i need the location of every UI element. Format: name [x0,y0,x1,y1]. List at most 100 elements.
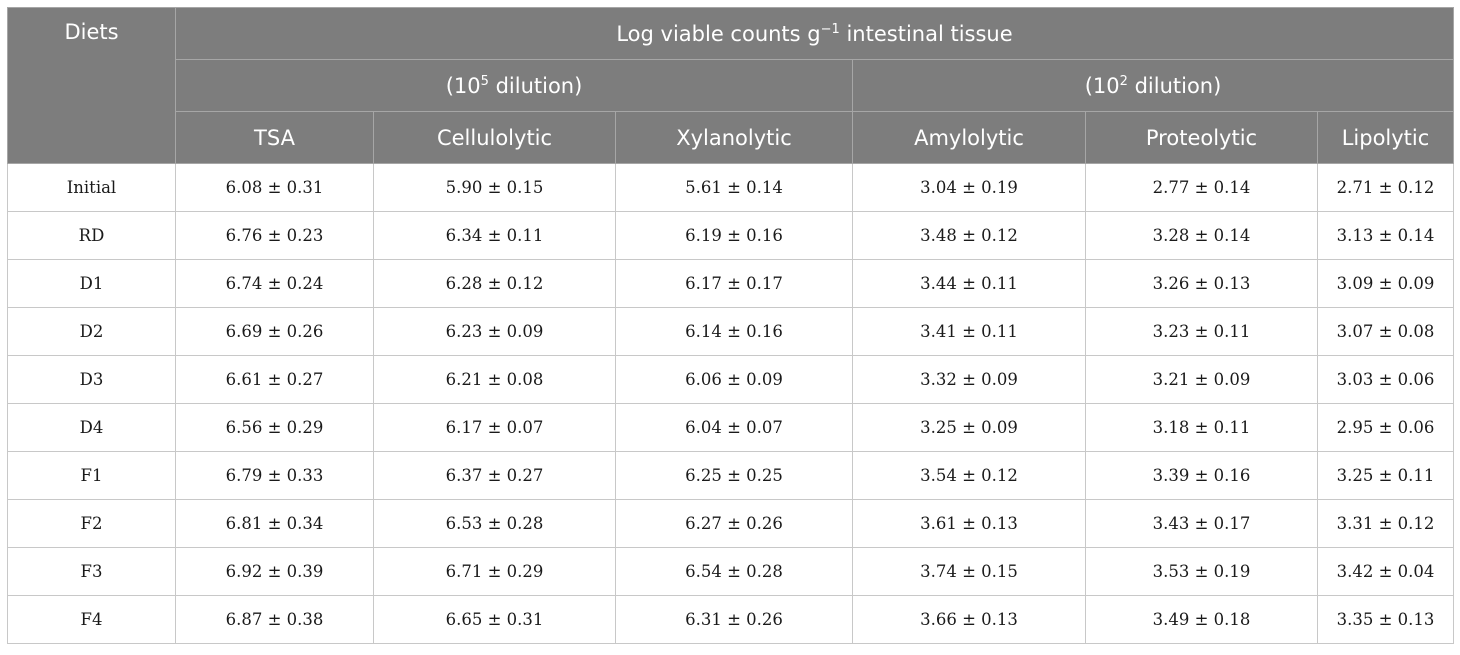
table-header: Diets Log viable counts g−1 intestinal t… [7,7,1454,164]
header-row-dilution: (105 dilution) (102 dilution) [8,59,1454,112]
value-cell: 6.37 ± 0.27 [373,451,616,500]
value-cell: 3.35 ± 0.13 [1317,595,1454,644]
column-header-proteolytic: Proteolytic [1085,111,1318,164]
value-cell: 3.42 ± 0.04 [1317,547,1454,596]
value-cell: 5.61 ± 0.14 [615,163,853,212]
value-cell: 3.49 ± 0.18 [1085,595,1318,644]
value-cell: 3.31 ± 0.12 [1317,499,1454,548]
value-cell: 6.17 ± 0.17 [615,259,853,308]
table-row: F4 6.87 ± 0.38 6.65 ± 0.31 6.31 ± 0.26 3.66 … [7,595,1454,644]
value-cell: 3.21 ± 0.09 [1085,355,1318,404]
value-cell: 3.32 ± 0.09 [852,355,1086,404]
value-cell: 6.31 ± 0.26 [615,595,853,644]
diet-cell: D2 [7,307,176,356]
dilution-header-b: (102 dilution) [852,59,1454,112]
value-cell: 6.53 ± 0.28 [373,499,616,548]
value-cell: 6.25 ± 0.25 [615,451,853,500]
value-cell: 6.27 ± 0.26 [615,499,853,548]
diet-cell: D4 [7,403,176,452]
value-cell: 2.95 ± 0.06 [1317,403,1454,452]
data-table: Diets Log viable counts g−1 intestinal t… [7,7,1454,644]
table-row: D3 6.61 ± 0.27 6.21 ± 0.08 6.06 ± 0.09 3.32 … [7,355,1454,404]
group-title-post: intestinal tissue [839,21,1013,46]
value-cell: 6.14 ± 0.16 [615,307,853,356]
dilution-b-sup: 2 [1119,73,1128,89]
diet-cell: D1 [7,259,176,308]
diet-cell: D3 [7,355,176,404]
value-cell: 6.17 ± 0.07 [373,403,616,452]
diet-cell: F1 [7,451,176,500]
table-row: F2 6.81 ± 0.34 6.53 ± 0.28 6.27 ± 0.26 3.61 … [7,499,1454,548]
value-cell: 3.61 ± 0.13 [852,499,1086,548]
value-cell: 6.56 ± 0.29 [175,403,374,452]
value-cell: 3.53 ± 0.19 [1085,547,1318,596]
value-cell: 3.25 ± 0.11 [1317,451,1454,500]
value-cell: 3.04 ± 0.19 [852,163,1086,212]
value-cell: 6.69 ± 0.26 [175,307,374,356]
table-row: F1 6.79 ± 0.33 6.37 ± 0.27 6.25 ± 0.25 3.54 … [7,451,1454,500]
column-header-lipolytic: Lipolytic [1317,111,1454,164]
value-cell: 3.74 ± 0.15 [852,547,1086,596]
header-row-columns: TSA Cellulolytic Xylanolytic Amylolytic … [8,111,1454,164]
value-cell: 3.28 ± 0.14 [1085,211,1318,260]
column-header-xylanolytic: Xylanolytic [615,111,853,164]
value-cell: 6.19 ± 0.16 [615,211,853,260]
value-cell: 2.77 ± 0.14 [1085,163,1318,212]
value-cell: 6.21 ± 0.08 [373,355,616,404]
column-header-cellulolytic: Cellulolytic [373,111,616,164]
value-cell: 3.23 ± 0.11 [1085,307,1318,356]
diet-cell: F4 [7,595,176,644]
group-title-pre: Log viable counts g [616,21,821,46]
value-cell: 3.07 ± 0.08 [1317,307,1454,356]
value-cell: 3.54 ± 0.12 [852,451,1086,500]
value-cell: 6.61 ± 0.27 [175,355,374,404]
diet-cell: Initial [7,163,176,212]
value-cell: 3.48 ± 0.12 [852,211,1086,260]
value-cell: 3.44 ± 0.11 [852,259,1086,308]
value-cell: 6.34 ± 0.11 [373,211,616,260]
value-cell: 3.43 ± 0.17 [1085,499,1318,548]
value-cell: 6.79 ± 0.33 [175,451,374,500]
value-cell: 6.92 ± 0.39 [175,547,374,596]
value-cell: 6.71 ± 0.29 [373,547,616,596]
value-cell: 6.28 ± 0.12 [373,259,616,308]
table-row: D4 6.56 ± 0.29 6.17 ± 0.07 6.04 ± 0.07 3.25 … [7,403,1454,452]
value-cell: 6.81 ± 0.34 [175,499,374,548]
table-row: F3 6.92 ± 0.39 6.71 ± 0.29 6.54 ± 0.28 3.74 … [7,547,1454,596]
value-cell: 3.09 ± 0.09 [1317,259,1454,308]
value-cell: 3.39 ± 0.16 [1085,451,1318,500]
dilution-a-post: dilution) [488,73,583,98]
header-row-group: Diets Log viable counts g−1 intestinal t… [7,7,1454,164]
table-row: RD 6.76 ± 0.23 6.34 ± 0.11 6.19 ± 0.16 3.48 … [7,211,1454,260]
dilution-header-a: (105 dilution) [175,59,853,112]
value-cell: 6.54 ± 0.28 [615,547,853,596]
value-cell: 6.08 ± 0.31 [175,163,374,212]
value-cell: 3.66 ± 0.13 [852,595,1086,644]
value-cell: 3.41 ± 0.11 [852,307,1086,356]
dilution-b-pre: (10 [1084,73,1120,98]
value-cell: 2.71 ± 0.12 [1317,163,1454,212]
value-cell: 5.90 ± 0.15 [373,163,616,212]
value-cell: 6.04 ± 0.07 [615,403,853,452]
table-row: D2 6.69 ± 0.26 6.23 ± 0.09 6.14 ± 0.16 3.41 … [7,307,1454,356]
value-cell: 6.74 ± 0.24 [175,259,374,308]
column-header-amylolytic: Amylolytic [852,111,1086,164]
table-body: Initial 6.08 ± 0.31 5.90 ± 0.15 5.61 ± 0.14… [7,163,1454,644]
value-cell: 6.23 ± 0.09 [373,307,616,356]
group-title-sup: −1 [820,21,840,37]
value-cell: 3.18 ± 0.11 [1085,403,1318,452]
diet-cell: F2 [7,499,176,548]
dilution-a-pre: (10 [445,73,481,98]
column-header-tsa: TSA [175,111,374,164]
value-cell: 6.76 ± 0.23 [175,211,374,260]
group-title: Log viable counts g−1 intestinal tissue [175,7,1454,60]
value-cell: 6.65 ± 0.31 [373,595,616,644]
value-cell: 3.25 ± 0.09 [852,403,1086,452]
dilution-b-post: dilution) [1127,73,1222,98]
diet-cell: RD [7,211,176,260]
value-cell: 3.26 ± 0.13 [1085,259,1318,308]
value-cell: 3.03 ± 0.06 [1317,355,1454,404]
diets-column-header: Diets [7,7,176,164]
value-cell: 6.87 ± 0.38 [175,595,374,644]
dilution-a-sup: 5 [480,73,489,89]
